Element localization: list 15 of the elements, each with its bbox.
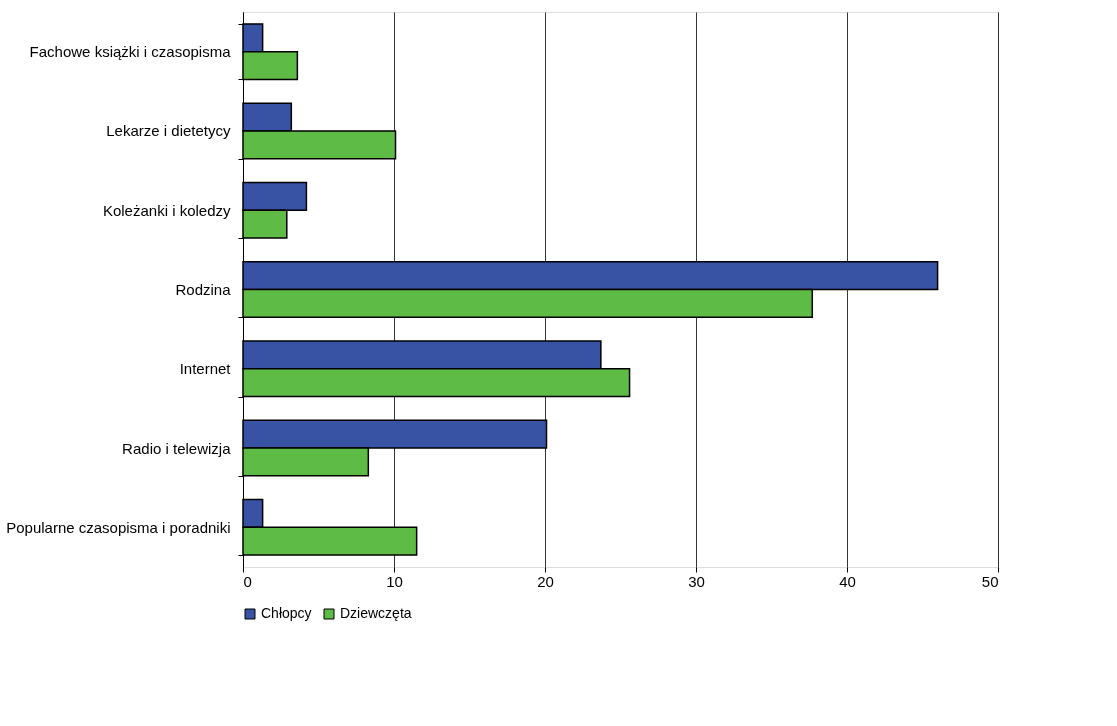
x-tick-label: 20 [537,572,554,590]
y-tick-label: Internet [179,360,232,378]
y-tick-label: Rodzina [175,281,232,298]
x-tick-label: 50 [981,572,999,590]
y-tick-label: Radio i telewizja [122,439,232,457]
x-tick-label: 0 [243,572,252,590]
y-tick-label: Koleżanki i koledzy [102,201,231,219]
legend-label: Dziewczęta [340,605,412,621]
x-tick-label: 30 [688,572,705,590]
legend-label: Chłopcy [261,605,312,621]
x-tick-label: 40 [839,572,856,590]
y-tick-label: Popularne czasopisma i poradniki [6,518,231,536]
x-tick-label: 10 [386,572,403,590]
y-tick-label: Fachowe książki i czasopisma [29,43,232,61]
y-tick-label: Lekarze i dietetycy [106,122,231,140]
